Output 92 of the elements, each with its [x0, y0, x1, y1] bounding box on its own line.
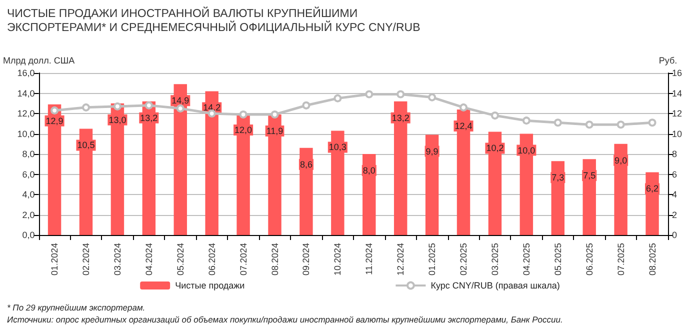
y2-tick-label: 16 [672, 68, 682, 78]
data-label: 12,9 [46, 116, 64, 126]
bar [142, 101, 156, 235]
data-label: 12,4 [454, 120, 472, 131]
y-tick-label: 16,0 [17, 68, 35, 78]
y-axis-title: Млрд долл. США [2, 56, 75, 66]
point [648, 118, 656, 127]
bar [174, 84, 187, 235]
data-label: 10,0 [518, 145, 536, 156]
y-tick-label: 4,0 [22, 190, 35, 200]
data-label: 10,2 [486, 143, 504, 154]
bar [394, 101, 408, 235]
data-label: 6,2 [646, 184, 659, 194]
bar [614, 144, 628, 235]
x-tick-label: 05.2025 [552, 243, 563, 276]
text: * По 29 крупнейшим экспортерам. [7, 302, 146, 312]
point [616, 120, 625, 129]
point [585, 120, 594, 129]
bar [331, 130, 344, 235]
x-tick-label: 04.2025 [521, 243, 532, 276]
text: Источники: опрос кредитных организаций об объемах покупки/продажи иностранной валюты крупнейшими экспортерами, Банк России. [7, 314, 563, 324]
y-tick-label: 12,0 [17, 108, 35, 118]
y-tick-label: 10,0 [17, 128, 35, 139]
x-tick-label: 06.2024 [206, 243, 217, 276]
point [144, 101, 153, 110]
point [490, 112, 499, 120]
x-tick-label: 01.2025 [427, 243, 438, 276]
point [554, 118, 562, 127]
data-label: 10,5 [77, 140, 95, 150]
data-label: 8,0 [362, 166, 376, 176]
data-label: 9,9 [426, 146, 438, 156]
data-label: 12,0 [234, 125, 252, 135]
point [113, 102, 122, 110]
bar [236, 114, 250, 235]
data-label: 7,5 [583, 170, 596, 181]
point [396, 90, 405, 98]
legend-label: Курс CNY/RUB (правая шкала) [430, 280, 560, 290]
data-label: 7,3 [552, 172, 564, 183]
y-tick-label: 8,0 [22, 149, 35, 159]
data-label: 14,9 [172, 96, 190, 106]
x-tick-label: 08.2024 [270, 243, 280, 276]
y2-tick-label: 2 [672, 210, 678, 220]
bar [205, 91, 218, 235]
y-tick-label: 0,0 [22, 230, 35, 240]
point [460, 103, 468, 112]
x-tick-label: 01.2024 [50, 243, 60, 276]
point [522, 116, 530, 125]
x-tick-label: 04.2024 [144, 243, 154, 276]
x-tick-label: 05.2024 [175, 243, 186, 276]
point [302, 101, 310, 110]
y2-tick-label: 8 [672, 149, 678, 159]
x-tick-label: 12.2024 [396, 243, 406, 276]
data-label: 8,6 [300, 159, 312, 170]
x-tick-label: 07.2024 [238, 243, 248, 276]
point [334, 94, 342, 102]
chart-title: ЧИСТЫЕ ПРОДАЖИ ИНОСТРАННОЙ ВАЛЮТЫ КРУПНЕЙШИМИ ЭКСПОРТЕРАМИ* И СРЕДНЕМЕСЯЧНЫЙ ОФИЦИАЛЬНЫЙ КУРС CNY/RUB [7, 6, 421, 34]
y2-tick-label: 10 [672, 128, 682, 139]
data-label: 13,0 [108, 114, 126, 125]
point [239, 110, 248, 119]
data-label: 11,9 [266, 126, 284, 136]
point [50, 106, 59, 114]
y-tick-label: 6,0 [22, 169, 35, 180]
y2-tick-label: 0 [672, 230, 678, 240]
data-label: 13,2 [392, 112, 410, 123]
y2-tick-label: 14 [672, 88, 682, 98]
x-tick-label: 08.2025 [647, 243, 658, 276]
data-label: 10,3 [328, 142, 346, 152]
x-tick-label: 02.2024 [80, 243, 91, 276]
data-label: 14,2 [203, 102, 221, 113]
x-tick-label: 07.2025 [616, 243, 626, 276]
data-label: 13,2 [140, 112, 158, 123]
y-tick-label: 2,0 [22, 210, 35, 220]
point [270, 110, 279, 119]
point [82, 103, 90, 112]
bar [48, 104, 62, 235]
x-tick-label: 11.2024 [364, 243, 374, 275]
x-tick-label: 10.2024 [332, 243, 343, 276]
y2-tick-label: 6 [672, 169, 678, 180]
point [428, 93, 436, 102]
data-label: 9,0 [614, 155, 628, 166]
x-tick-label: 03.2025 [490, 243, 500, 276]
x-tick-label: 09.2024 [301, 243, 312, 276]
y2-tick-label: 12 [672, 108, 682, 118]
y2-axis-title: Руб. [658, 56, 678, 66]
y2-tick-label: 4 [672, 190, 678, 200]
x-tick-label: 06.2025 [584, 243, 594, 276]
x-tick-label: 02.2025 [458, 243, 469, 276]
x-tick-label: 03.2024 [112, 243, 122, 276]
y-tick-label: 14,0 [17, 88, 35, 98]
bar [268, 114, 282, 235]
legend-label: Чистые продажи [175, 280, 245, 290]
point [365, 90, 374, 98]
